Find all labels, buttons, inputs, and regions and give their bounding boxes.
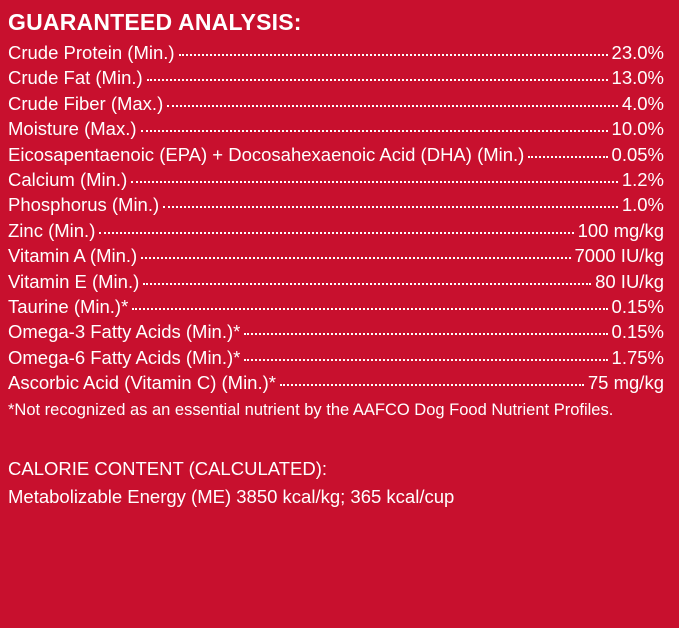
- analysis-row: Omega-3 Fatty Acids (Min.)* 0.15%: [8, 319, 664, 344]
- dot-leader: [244, 358, 608, 361]
- nutrient-label: Crude Fiber (Max.): [8, 92, 164, 114]
- analysis-row: Moisture (Max.) 10.0%: [8, 116, 664, 141]
- nutrient-value: 1.0%: [621, 194, 664, 216]
- calorie-content-section: CALORIE CONTENT (CALCULATED): Metaboliza…: [8, 457, 664, 509]
- nutrient-value: 7000 IU/kg: [574, 245, 664, 267]
- nutrient-value: 23.0%: [611, 42, 664, 63]
- analysis-heading: GUARANTEED ANALYSIS:: [8, 9, 302, 35]
- aafco-footnote: *Not recognized as an essential nutrient…: [8, 401, 614, 420]
- nutrient-value: 10.0%: [611, 118, 664, 140]
- nutrient-value: 0.05%: [611, 143, 664, 165]
- nutrient-label: Vitamin A (Min.): [8, 245, 138, 267]
- nutrient-value: 13.0%: [611, 67, 664, 89]
- nutrient-value: 0.15%: [611, 295, 664, 317]
- dot-leader: [178, 54, 608, 56]
- nutrient-value: 100 mg/kg: [577, 219, 664, 241]
- nutrient-label: Eicosapentaenoic (EPA) + Docosahexaenoic…: [8, 143, 525, 165]
- nutrient-label: Crude Protein (Min.): [8, 42, 175, 63]
- dot-leader: [143, 282, 592, 285]
- calorie-heading: CALORIE CONTENT (CALCULATED):: [8, 458, 327, 480]
- analysis-row: Calcium (Min.) 1.2%: [8, 167, 664, 192]
- dot-leader: [146, 79, 608, 82]
- dot-leader: [528, 155, 608, 158]
- nutrient-value: 80 IU/kg: [595, 270, 664, 292]
- analysis-row: Zinc (Min.) 100 mg/kg: [8, 218, 664, 243]
- analysis-row: Crude Protein (Min.) 23.0%: [8, 40, 664, 65]
- dot-leader: [99, 231, 574, 234]
- dot-leader: [163, 206, 618, 209]
- nutrient-label: Taurine (Min.)*: [8, 295, 129, 317]
- nutrient-label: Omega-3 Fatty Acids (Min.)*: [8, 321, 241, 343]
- dot-leader: [279, 384, 584, 387]
- dot-leader: [131, 180, 618, 183]
- nutrient-value: 0.15%: [611, 321, 664, 343]
- analysis-row: Eicosapentaenoic (EPA) + Docosahexaenoic…: [8, 142, 664, 167]
- nutrient-value: 75 mg/kg: [587, 372, 664, 394]
- analysis-row: Vitamin E (Min.) 80 IU/kg: [8, 269, 664, 294]
- analysis-row: Vitamin A (Min.) 7000 IU/kg: [8, 243, 664, 268]
- dot-leader: [140, 130, 608, 133]
- nutrient-label: Zinc (Min.): [8, 219, 96, 241]
- dot-leader: [244, 333, 608, 336]
- nutrient-label: Omega-6 Fatty Acids (Min.)*: [8, 346, 241, 368]
- guaranteed-analysis-panel: GUARANTEED ANALYSIS: Crude Protein (Min.…: [8, 8, 664, 509]
- nutrient-label: Vitamin E (Min.): [8, 270, 140, 292]
- nutrient-label: Crude Fat (Min.): [8, 67, 143, 89]
- nutrient-value: 1.75%: [611, 346, 664, 368]
- analysis-row: Crude Fiber (Max.) 4.0%: [8, 91, 664, 116]
- analysis-list: Crude Protein (Min.) 23.0% Crude Fat (Mi…: [8, 40, 664, 395]
- dot-leader: [167, 104, 618, 107]
- analysis-row: Ascorbic Acid (Vitamin C) (Min.)* 75 mg/…: [8, 370, 664, 395]
- analysis-row: Crude Fat (Min.) 13.0%: [8, 65, 664, 90]
- dot-leader: [141, 257, 571, 260]
- analysis-row: Omega-6 Fatty Acids (Min.)* 1.75%: [8, 345, 664, 370]
- nutrient-label: Moisture (Max.): [8, 118, 137, 140]
- metabolizable-energy-line: Metabolizable Energy (ME) 3850 kcal/kg; …: [8, 486, 455, 508]
- nutrient-label: Phosphorus (Min.): [8, 194, 160, 216]
- nutrient-value: 1.2%: [621, 168, 664, 190]
- analysis-row: Taurine (Min.)* 0.15%: [8, 294, 664, 319]
- dot-leader: [132, 307, 608, 310]
- nutrient-value: 4.0%: [621, 92, 664, 114]
- nutrient-label: Ascorbic Acid (Vitamin C) (Min.)*: [8, 372, 276, 394]
- analysis-row: Phosphorus (Min.) 1.0%: [8, 192, 664, 217]
- nutrient-label: Calcium (Min.): [8, 168, 128, 190]
